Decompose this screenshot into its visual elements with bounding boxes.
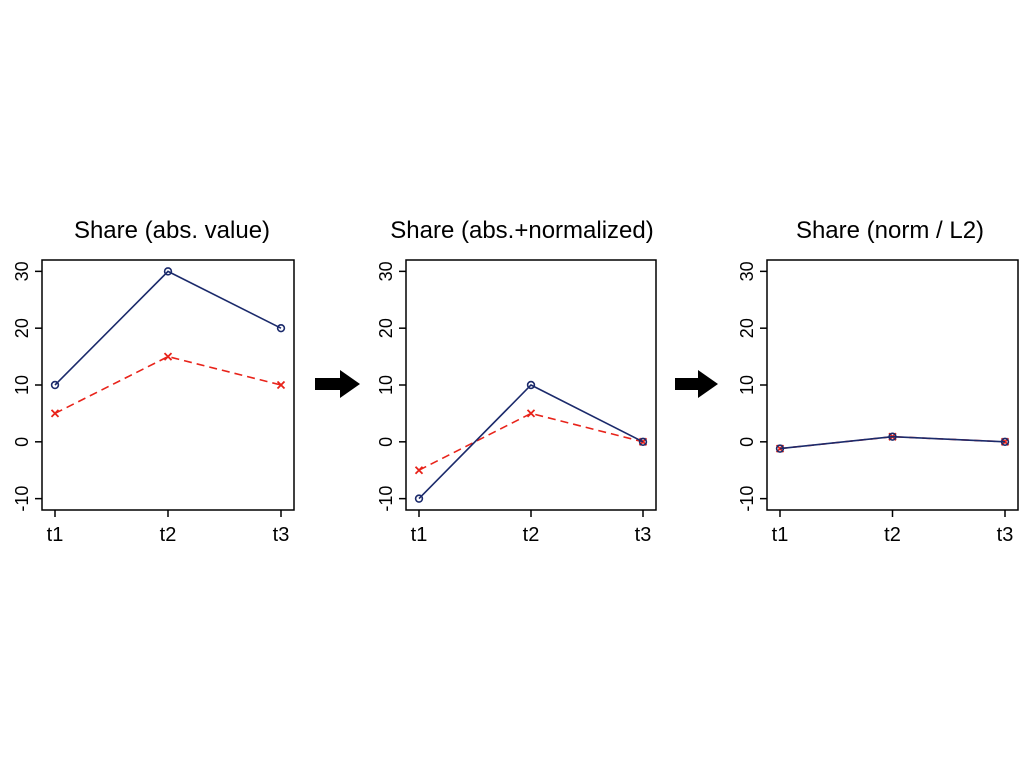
- plot-area: -10 0 10 20 30 t1 t2 t3: [12, 259, 295, 546]
- y-tick-label: 20: [737, 318, 757, 338]
- chart-title: Share (abs. value): [74, 217, 270, 244]
- chart-title: Share (abs.+normalized): [390, 217, 653, 244]
- x-tick-label: t1: [411, 524, 428, 546]
- y-tick-label: 0: [376, 437, 396, 447]
- y-tick-label: -10: [737, 486, 757, 512]
- data-point: [163, 267, 173, 276]
- arrow-right-icon: [675, 370, 718, 398]
- plot-frame: [766, 259, 1019, 511]
- series-line: [54, 355, 282, 415]
- plot-area: -10 0 10 20 30 t1 t2 t3: [376, 259, 657, 546]
- plot-frame: [41, 259, 295, 511]
- data-point: [775, 444, 785, 453]
- data-point: [50, 409, 60, 418]
- plot-area: -10 0 10 20 30 t1 t2 t3: [737, 259, 1019, 546]
- y-tick-label: 30: [376, 261, 396, 281]
- y-tick-label: -10: [12, 486, 32, 512]
- y-tick-label: 20: [12, 318, 32, 338]
- data-point: [526, 380, 536, 390]
- y-tick-label: 30: [737, 261, 757, 281]
- data-point: [276, 323, 286, 333]
- x-tick-label: t3: [635, 524, 652, 546]
- y-tick-label: 0: [12, 437, 32, 447]
- x-tick-label: t2: [160, 524, 177, 546]
- panel-norm-l2: Share (norm / L2) -10 0 10 20 30 t1 t2 t3: [737, 217, 1019, 546]
- x-tick-label: t3: [997, 524, 1014, 546]
- arrow-2: [675, 370, 718, 398]
- data-point: [50, 380, 60, 390]
- data-point: [638, 437, 648, 447]
- panel-abs-normalized: Share (abs.+normalized) -10 0 10 20 30 t1 t2 t3: [376, 217, 657, 546]
- series-line: [418, 384, 644, 500]
- panel-abs-value: Share (abs. value) -10 0 10 20 30 t1 t2 t3: [12, 217, 295, 546]
- x-tick-label: t2: [884, 524, 901, 546]
- y-tick-label: 10: [376, 375, 396, 395]
- arrow-1: [315, 370, 360, 398]
- series-line: [779, 435, 1006, 450]
- series-line: [779, 435, 1006, 450]
- y-tick-label: 20: [376, 318, 396, 338]
- data-point: [163, 352, 173, 361]
- x-tick-label: t2: [523, 524, 540, 546]
- data-point: [888, 432, 897, 441]
- arrow-right-icon: [315, 370, 360, 398]
- series-line: [54, 270, 282, 386]
- x-tick-label: t3: [273, 524, 290, 546]
- y-tick-label: 30: [12, 261, 32, 281]
- data-point: [414, 466, 424, 475]
- data-point: [1000, 437, 1010, 447]
- y-tick-label: 10: [737, 375, 757, 395]
- data-point: [526, 409, 536, 418]
- data-point: [414, 494, 424, 503]
- y-tick-label: -10: [376, 486, 396, 512]
- x-tick-label: t1: [47, 524, 64, 546]
- y-tick-label: 0: [737, 437, 757, 447]
- chart-title: Share (norm / L2): [796, 217, 984, 244]
- x-tick-label: t1: [772, 524, 789, 546]
- y-tick-label: 10: [12, 375, 32, 395]
- series-line: [418, 412, 644, 471]
- data-point: [276, 380, 286, 390]
